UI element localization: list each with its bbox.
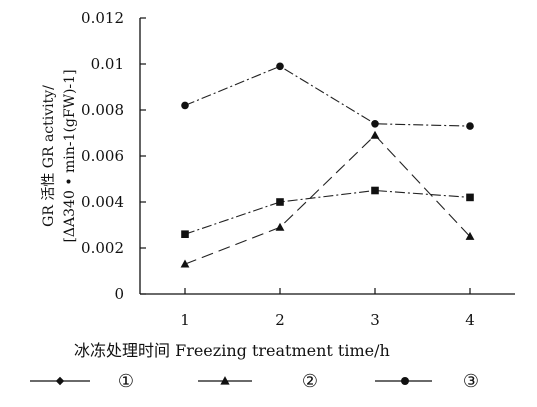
series-1-point bbox=[181, 230, 189, 238]
series-3-line bbox=[184, 65, 471, 127]
y-tick-label: 0.006 bbox=[81, 147, 124, 165]
x-axis-ticks: 1 2 3 4 bbox=[180, 288, 475, 329]
series-layer bbox=[180, 62, 475, 268]
series-2-point bbox=[180, 259, 190, 268]
series-3-point bbox=[371, 120, 379, 128]
legend-label: ② bbox=[302, 371, 318, 392]
series-2-line bbox=[184, 134, 471, 265]
y-tick-label: 0.008 bbox=[81, 101, 124, 119]
legend-item-2: ② bbox=[198, 371, 318, 392]
x-tick-label: 3 bbox=[370, 311, 380, 329]
series-2-point bbox=[370, 130, 380, 139]
legend-item-3: ③ bbox=[375, 371, 479, 392]
series-2 bbox=[180, 130, 475, 268]
series-1-line bbox=[184, 189, 471, 235]
y-axis-title: GR 活性 GR activity/ [ΔA340 • min-1(gFW)-1… bbox=[41, 69, 78, 242]
y-axis-title-line-2: [ΔA340 • min-1(gFW)-1] bbox=[62, 69, 78, 242]
y-axis-ticks: 0 0.002 0.004 0.006 0.008 0.01 0.012 bbox=[81, 9, 146, 303]
series-2-point bbox=[275, 222, 285, 231]
series-3 bbox=[181, 62, 474, 130]
y-axis-title-line-1: GR 活性 GR activity/ bbox=[41, 85, 57, 227]
series-3-point bbox=[276, 62, 284, 71]
x-tick-label: 1 bbox=[180, 311, 190, 329]
legend-label: ① bbox=[118, 371, 134, 392]
legend-marker bbox=[220, 376, 230, 385]
x-tick-label: 4 bbox=[465, 311, 475, 329]
legend-item-1: ① bbox=[30, 371, 134, 392]
x-tick-label: 2 bbox=[275, 311, 285, 329]
series-2-point bbox=[465, 231, 475, 240]
y-tick-label: 0.012 bbox=[81, 9, 124, 27]
legend-marker bbox=[401, 377, 409, 385]
series-1-point bbox=[276, 198, 284, 206]
series-1 bbox=[181, 186, 474, 238]
y-tick-label: 0.004 bbox=[81, 193, 124, 211]
y-tick-label: 0.002 bbox=[81, 239, 124, 257]
x-axis-title: 冰冻处理时间 Freezing treatment time/h bbox=[74, 341, 390, 360]
series-1-point bbox=[371, 186, 379, 195]
legend: ① ② ③ bbox=[30, 371, 479, 392]
series-3-point bbox=[466, 122, 474, 130]
y-tick-label: 0 bbox=[114, 285, 124, 303]
legend-marker bbox=[55, 376, 65, 386]
series-1-point bbox=[466, 193, 474, 202]
legend-label: ③ bbox=[463, 371, 479, 392]
plot-area bbox=[139, 18, 515, 295]
y-tick-label: 0.01 bbox=[91, 55, 124, 73]
series-3-point bbox=[181, 101, 189, 110]
